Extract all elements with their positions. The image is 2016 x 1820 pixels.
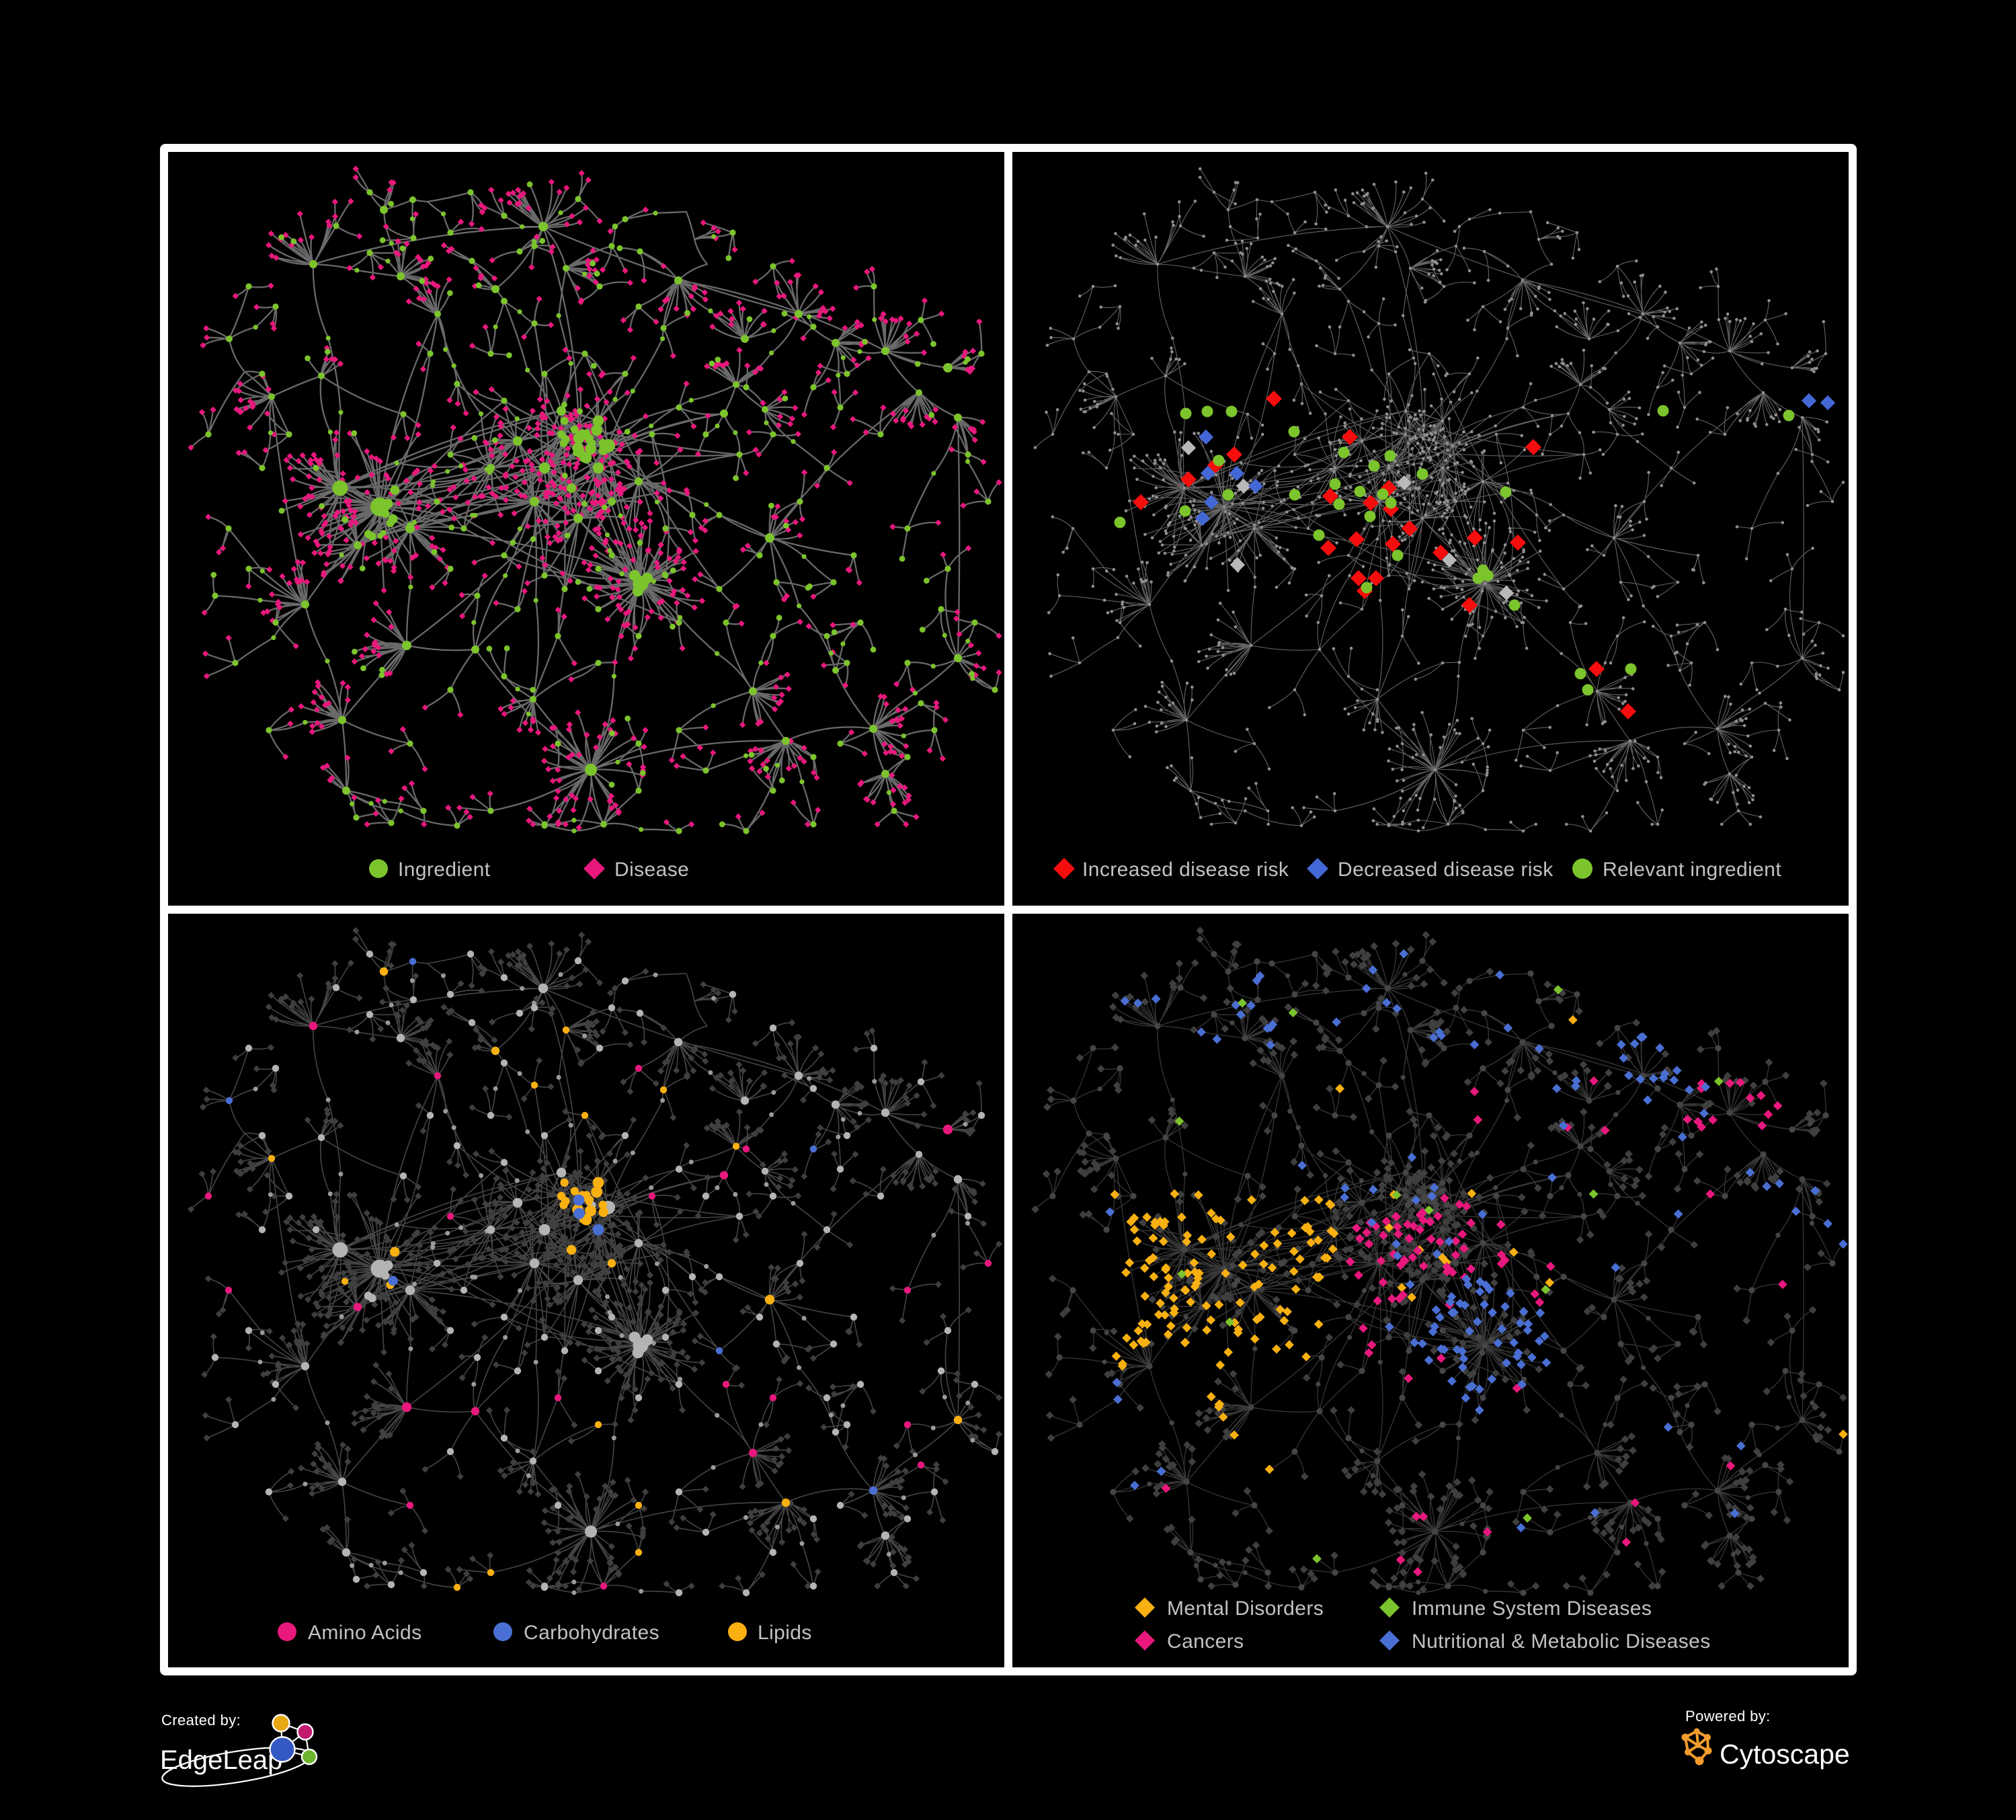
svg-text:EdgeLeap: EdgeLeap [160,1745,282,1775]
svg-text:Disease: Disease [614,859,689,881]
svg-text:Increased disease risk: Increased disease risk [1082,859,1289,881]
svg-text:Lipids: Lipids [758,1622,812,1644]
svg-text:Nutritional & Metabolic Diseas: Nutritional & Metabolic Diseases [1412,1630,1711,1653]
svg-text:Created by:: Created by: [161,1712,241,1729]
svg-text:Carbohydrates: Carbohydrates [524,1622,659,1644]
svg-text:Cytoscape: Cytoscape [1720,1739,1850,1770]
svg-text:Ingredient: Ingredient [398,859,491,881]
svg-text:Relevant ingredient: Relevant ingredient [1603,859,1781,881]
svg-text:Powered by:: Powered by: [1685,1708,1771,1725]
svg-text:Immune System Diseases: Immune System Diseases [1412,1597,1652,1620]
svg-text:Cancers: Cancers [1167,1630,1244,1653]
svg-text:Amino Acids: Amino Acids [308,1622,421,1644]
svg-text:Mental Disorders: Mental Disorders [1167,1597,1324,1620]
svg-text:Decreased disease risk: Decreased disease risk [1338,859,1554,881]
